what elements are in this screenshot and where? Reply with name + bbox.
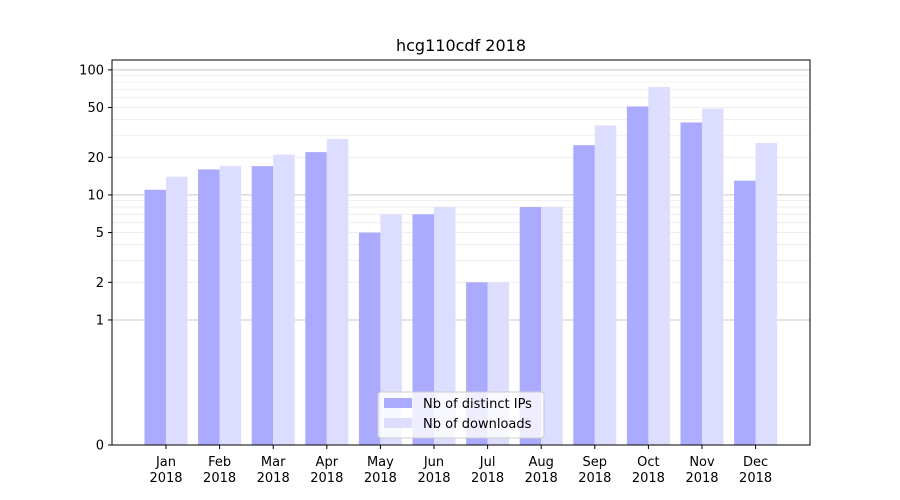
bar-downloads-aug: [541, 207, 563, 445]
chart-title: hcg110cdf 2018: [396, 36, 526, 55]
bar-distinct-ips-aug: [519, 207, 542, 445]
y-tick-label: 1: [96, 313, 104, 328]
bar-distinct-ips-apr: [305, 152, 327, 445]
legend-box: [377, 391, 545, 439]
y-tick-label: 0: [96, 439, 104, 454]
legend-label: Nb of distinct IPs: [423, 397, 532, 412]
x-tick-label-month: Jan: [155, 455, 176, 470]
x-tick-label-year: 2018: [417, 471, 450, 486]
legend: Nb of distinct IPs Nb of downloads: [377, 391, 545, 439]
bar-downloads-feb: [219, 166, 242, 445]
bar-downloads-nov: [702, 108, 724, 445]
x-tick-label-year: 2018: [364, 471, 397, 486]
x-tick-label-month: Mar: [261, 455, 286, 470]
bar-distinct-ips-may: [358, 232, 381, 445]
bar-downloads-dec: [755, 143, 778, 445]
plot-frame: [111, 59, 811, 446]
bar-downloads-mar: [273, 154, 295, 446]
x-tick-label-month: Apr: [316, 455, 339, 470]
x-tick-label-month: Nov: [689, 455, 715, 470]
bar-downloads-oct: [648, 86, 670, 445]
x-tick-label-month: Aug: [529, 455, 554, 470]
y-tick-label: 2: [96, 276, 104, 291]
x-tick-label-month: Jun: [423, 455, 444, 470]
x-tick-label-year: 2018: [632, 471, 665, 486]
bar-distinct-ips-nov: [680, 122, 702, 445]
x-tick-label-month: Feb: [208, 455, 231, 470]
x-tick-label-year: 2018: [578, 471, 611, 486]
bar-downloads-sep: [594, 125, 617, 445]
bar-distinct-ips-feb: [198, 169, 220, 445]
y-tick-label: 5: [96, 226, 104, 241]
y-tick-label: 50: [87, 101, 104, 116]
bar-distinct-ips-oct: [626, 106, 649, 445]
x-tick-label-year: 2018: [739, 471, 772, 486]
y-tick-label: 20: [87, 151, 104, 166]
bar-downloads-jun: [434, 207, 456, 445]
x-tick-label-month: Oct: [637, 455, 659, 470]
y-tick-label: 100: [79, 63, 104, 78]
x-tick-label-year: 2018: [149, 471, 182, 486]
legend-swatch: [384, 398, 412, 408]
x-tick-label-month: May: [367, 455, 394, 470]
x-tick-label-month: Sep: [583, 455, 608, 470]
x-tick-label-year: 2018: [257, 471, 290, 486]
legend-swatch: [384, 418, 412, 428]
bar-distinct-ips-jan: [144, 189, 166, 445]
bar-downloads-may: [380, 214, 402, 445]
x-tick-label-month: Dec: [743, 455, 768, 470]
y-tick-label: 10: [87, 188, 104, 203]
y-axis: 0 1 2 5 10 20 50 100: [79, 63, 112, 454]
bar-distinct-ips-mar: [251, 166, 274, 445]
bar-downloads-jan: [166, 176, 188, 445]
bar-distinct-ips-dec: [734, 180, 756, 445]
bars: [144, 86, 778, 446]
x-axis: Jan2018Feb2018Mar2018Apr2018May2018Jun20…: [149, 445, 772, 486]
legend-label: Nb of downloads: [423, 417, 532, 432]
x-tick-label-year: 2018: [310, 471, 343, 486]
x-tick-label-year: 2018: [525, 471, 558, 486]
x-tick-label-year: 2018: [685, 471, 718, 486]
x-tick-label-year: 2018: [203, 471, 236, 486]
bar-distinct-ips-jun: [412, 214, 434, 445]
bar-downloads-apr: [326, 139, 349, 445]
x-tick-label-year: 2018: [471, 471, 504, 486]
x-tick-label-month: Jul: [479, 455, 496, 470]
bar-distinct-ips-sep: [573, 145, 595, 445]
